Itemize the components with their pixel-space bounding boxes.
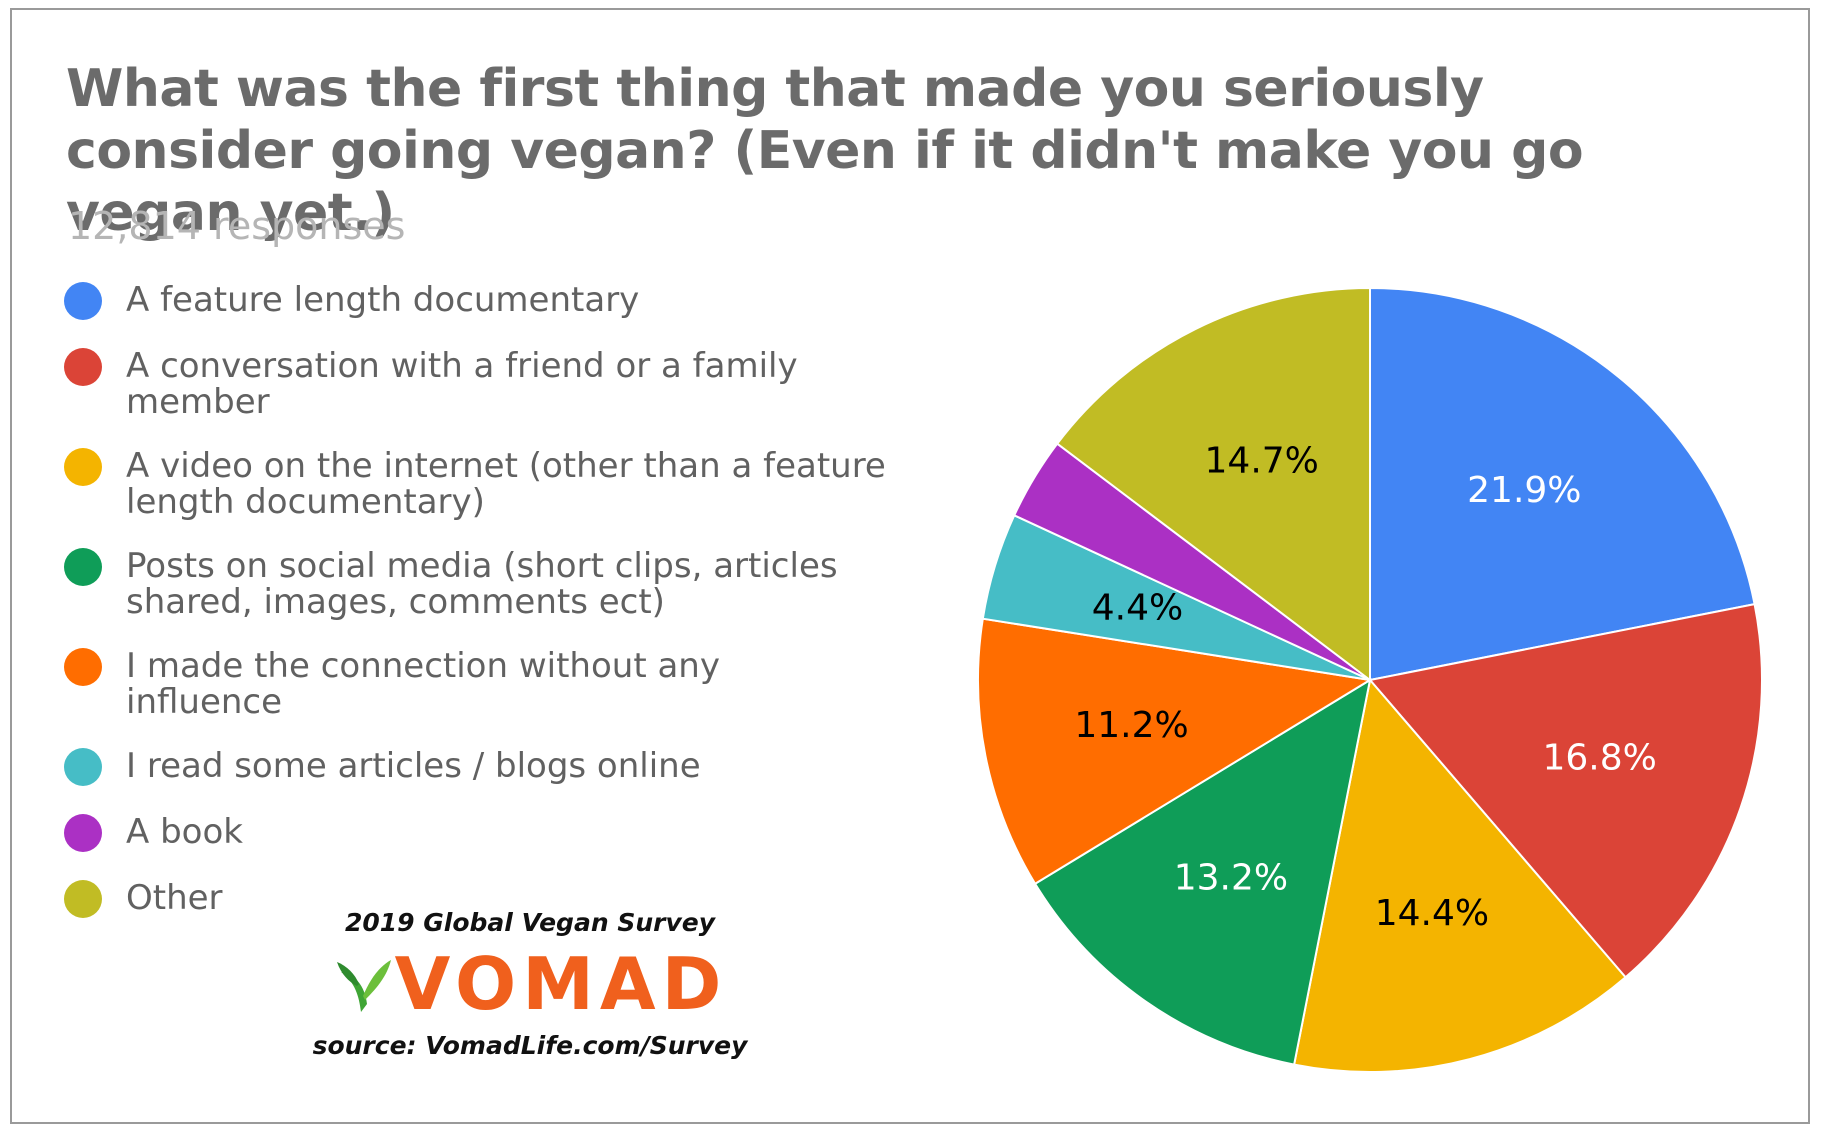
legend: A feature length documentary A conversat… [64, 282, 944, 946]
slice-label: 16.8% [1543, 737, 1657, 778]
legend-item[interactable]: A feature length documentary [64, 282, 944, 320]
legend-label: I read some articles / blogs online [126, 746, 701, 786]
pie-chart: 21.9% 16.8% 14.4% 13.2% 11.2% 4.4% 14.7% [977, 286, 1763, 1073]
legend-label: A book [126, 812, 243, 852]
survey-branding: 2019 Global Vegan Survey VOMAD source: V… [300, 908, 760, 1060]
slice-label: 14.4% [1375, 893, 1489, 934]
legend-swatch [64, 648, 102, 686]
legend-item[interactable]: Posts on social media (short clips, arti… [64, 548, 944, 620]
slice-label: 21.9% [1467, 470, 1581, 511]
legend-label: I made the connection without any influe… [126, 646, 720, 722]
logo-text: VOMAD [394, 942, 728, 1026]
pie-slice[interactable] [1369, 286, 1756, 682]
source-text: source: VomadLife.com/Survey [312, 1031, 748, 1060]
pie-slice[interactable] [1055, 286, 1371, 683]
pie-slice[interactable] [977, 617, 1373, 886]
slice-label: 14.7% [1205, 440, 1319, 481]
legend-item[interactable]: I made the connection without any influe… [64, 648, 944, 720]
legend-label: A video on the internet (other than a fe… [126, 446, 886, 522]
legend-swatch [64, 348, 102, 386]
pie-slice[interactable] [1033, 677, 1372, 1066]
legend-swatch [64, 748, 102, 786]
slice-label: 11.2% [1074, 705, 1188, 746]
leaf-icon [336, 960, 391, 1012]
legend-label: Other [126, 878, 223, 918]
response-count: 12,814 responses [68, 204, 406, 248]
legend-item[interactable]: A video on the internet (other than a fe… [64, 448, 944, 520]
legend-swatch [64, 814, 102, 852]
legend-item[interactable]: A conversation with a friend or a family… [64, 348, 944, 420]
vomad-logo: VOMAD [300, 943, 760, 1025]
legend-item[interactable]: Other [64, 880, 944, 918]
legend-item[interactable]: I read some articles / blogs online [64, 748, 944, 786]
pie-slice[interactable] [1292, 677, 1627, 1073]
legend-swatch [64, 448, 102, 486]
legend-item[interactable]: A book [64, 814, 944, 852]
legend-label: A feature length documentary [126, 280, 640, 320]
survey-name: 2019 Global Vegan Survey [344, 908, 716, 937]
chart-title: What was the first thing that made you s… [66, 59, 1584, 243]
legend-label: Posts on social media (short clips, arti… [126, 546, 838, 622]
slice-label: 4.4% [1092, 587, 1183, 628]
legend-swatch [64, 880, 102, 918]
slice-label: 13.2% [1174, 857, 1288, 898]
legend-swatch [64, 548, 102, 586]
legend-swatch [64, 282, 102, 320]
pie-slice[interactable] [1368, 602, 1763, 979]
legend-label: A conversation with a friend or a family… [126, 346, 798, 422]
